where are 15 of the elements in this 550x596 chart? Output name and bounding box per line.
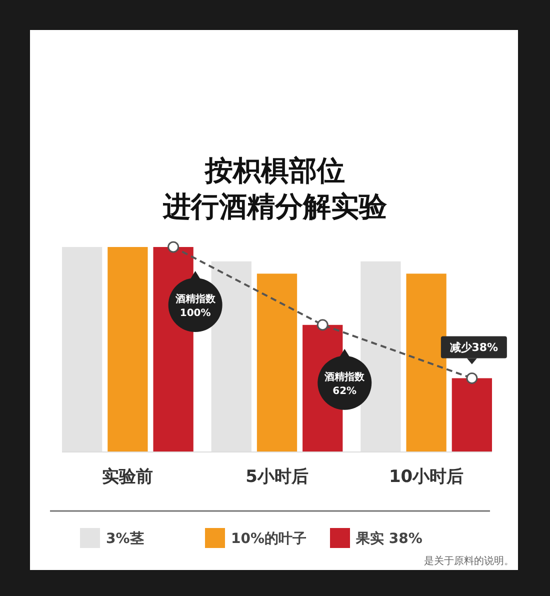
bar [452,378,492,452]
annotation: 酒精指数 62% [324,370,366,397]
text: 是关于原料的说明。 [424,555,514,567]
legend-label: 10%的叶子 [231,531,307,547]
bar [406,274,446,452]
legend-label: 果实 38% [355,530,422,547]
legend-label: 3%茎 [106,531,144,547]
x-tick-label: 5小时后 [246,467,308,487]
annotation: 减少38% [450,341,498,354]
bar [108,247,148,452]
x-tick-label: 实验前 [102,467,154,487]
bar [256,274,298,452]
x-tick-label: 10小时后 [388,467,464,487]
chart-title: 按枳椇部位进行酒精分解实验 [162,154,388,223]
annotation: 酒精指数 100% [174,293,216,319]
